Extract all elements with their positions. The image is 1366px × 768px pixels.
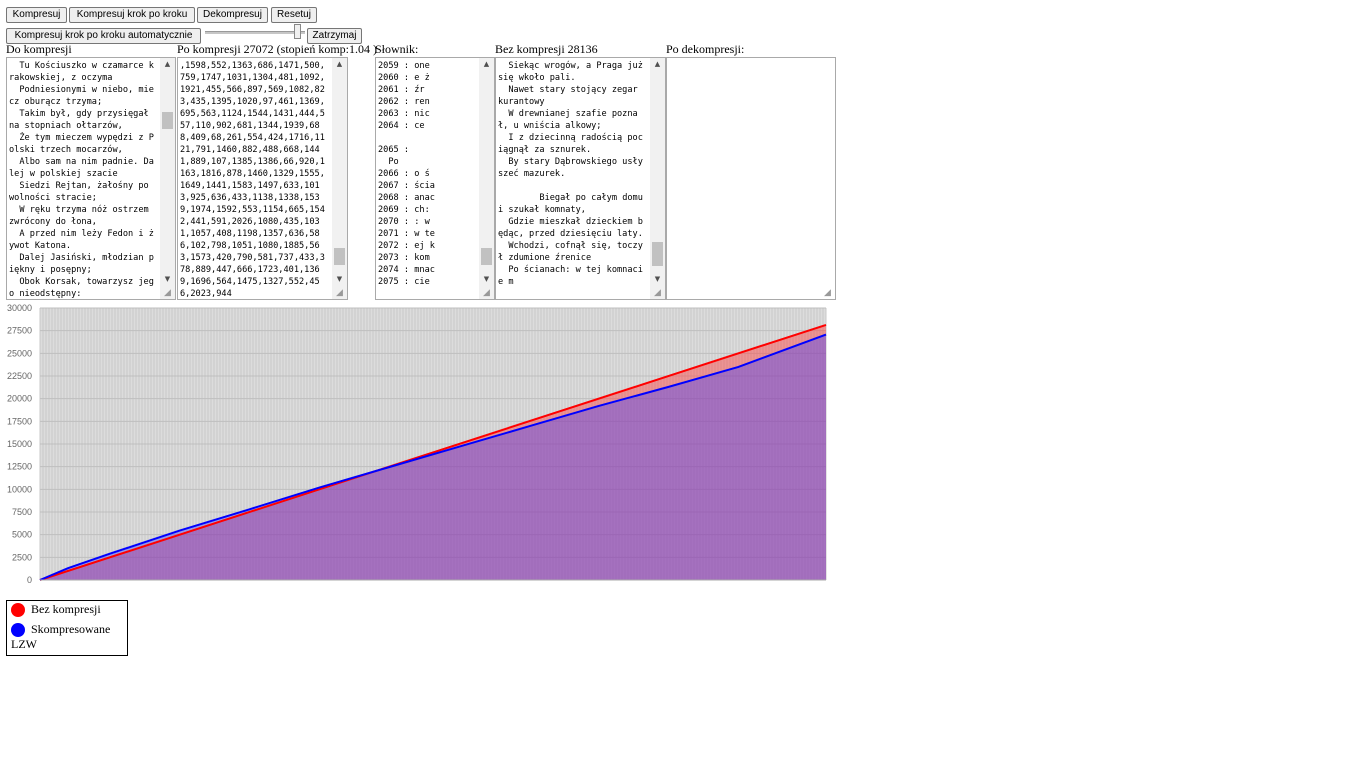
uncompressed-label: Bez kompresji 28136 [495, 42, 598, 56]
scroll-down-icon[interactable]: ▼ [654, 275, 661, 283]
resize-grip-icon[interactable]: ◢ [164, 288, 171, 298]
slider-thumb[interactable] [294, 24, 301, 39]
y-tick-label: 20000 [7, 394, 32, 404]
compressed-scrollbar[interactable]: ▲ ▼ [332, 58, 347, 299]
resize-grip-icon[interactable]: ◢ [483, 288, 490, 298]
y-tick-label: 27500 [7, 326, 32, 336]
scroll-up-icon[interactable]: ▲ [654, 60, 661, 68]
scroll-down-icon[interactable]: ▼ [483, 275, 490, 283]
resize-grip-icon[interactable]: ◢ [824, 288, 831, 298]
compressed-textarea[interactable]: ,1598,552,1363,686,1471,500,759,1747,103… [177, 57, 348, 300]
decompress-button[interactable]: Dekompresuj [197, 7, 268, 23]
input-textarea[interactable]: Tu Kościuszko w czamarce krakowskiej, z … [6, 57, 176, 300]
dictionary-textarea[interactable]: 2059 : one 2060 : e ż 2061 : źr 2062 : r… [375, 57, 495, 300]
y-tick-label: 0 [27, 575, 32, 585]
compress-auto-button[interactable]: Kompresuj krok po kroku automatycznie [6, 28, 201, 44]
uncompressed-scrollbar[interactable]: ▲ ▼ [650, 58, 665, 299]
compress-button[interactable]: Kompresuj [6, 7, 67, 23]
uncompressed-textarea[interactable]: Siekąc wrogów, a Praga już się wkoło pal… [495, 57, 666, 300]
y-tick-label: 12500 [7, 462, 32, 472]
chart-legend: Bez kompresji Skompresowane LZW [6, 600, 128, 656]
slider-track [205, 31, 305, 34]
legend-item: Bez kompresji [11, 602, 101, 618]
compressed-text: ,1598,552,1363,686,1471,500,759,1747,103… [180, 61, 325, 299]
dictionary-label: Słownik: [375, 42, 419, 56]
y-tick-label: 25000 [7, 348, 32, 358]
resize-grip-icon[interactable]: ◢ [336, 288, 343, 298]
decompressed-textarea[interactable]: ◢ [666, 57, 836, 300]
decompressed-label: Po dekompresji: [666, 42, 745, 56]
input-scrollbar[interactable]: ▲ ▼ [160, 58, 175, 299]
scroll-up-icon[interactable]: ▲ [336, 60, 343, 68]
y-tick-label: 10000 [7, 484, 32, 494]
scroll-thumb[interactable] [652, 242, 663, 266]
compression-chart: 0 2500 5000 7500 10000 12500 15000 17500 20000 22… [7, 303, 827, 585]
legend-swatch-red [11, 603, 25, 618]
scroll-thumb[interactable] [334, 248, 345, 265]
reset-button[interactable]: Resetuj [271, 7, 317, 23]
scroll-thumb[interactable] [481, 248, 492, 265]
compress-step-button[interactable]: Kompresuj krok po kroku [69, 7, 195, 23]
y-tick-label: 2500 [12, 552, 32, 562]
y-axis-ticks: 0 2500 5000 7500 10000 12500 15000 17500 20000 22… [7, 303, 32, 585]
scroll-down-icon[interactable]: ▼ [336, 275, 343, 283]
scroll-up-icon[interactable]: ▲ [483, 60, 490, 68]
y-tick-label: 17500 [7, 416, 32, 426]
scroll-down-icon[interactable]: ▼ [164, 275, 171, 283]
y-tick-label: 15000 [7, 439, 32, 449]
legend-item: Skompresowane LZW [11, 622, 121, 651]
stop-button[interactable]: Zatrzymaj [307, 28, 362, 44]
legend-swatch-blue [11, 623, 25, 638]
dictionary-text: 2059 : one 2060 : e ż 2061 : źr 2062 : r… [378, 61, 435, 287]
y-tick-label: 22500 [7, 371, 32, 381]
speed-slider[interactable] [205, 24, 305, 39]
resize-grip-icon[interactable]: ◢ [654, 288, 661, 298]
input-label: Do kompresji [6, 42, 72, 56]
y-tick-label: 5000 [12, 530, 32, 540]
input-text: Tu Kościuszko w czamarce krakowskiej, z … [9, 61, 154, 299]
compressed-label: Po kompresji 27072 (stopień komp:1.04 ) [177, 42, 377, 56]
series-area-compressed [40, 334, 826, 580]
scroll-up-icon[interactable]: ▲ [164, 60, 171, 68]
scroll-thumb[interactable] [162, 112, 173, 129]
legend-label: Bez kompresji [31, 602, 101, 616]
uncompressed-text: Siekąc wrogów, a Praga już się wkoło pal… [498, 61, 643, 287]
y-tick-label: 7500 [12, 507, 32, 517]
chart-lines [39, 323, 827, 581]
y-tick-label: 30000 [7, 303, 32, 313]
series-line-compressed [39, 333, 827, 581]
legend-label: Skompresowane LZW [11, 622, 111, 652]
dictionary-scrollbar[interactable]: ▲ ▼ [479, 58, 494, 299]
series-line-uncompressed [39, 323, 827, 581]
decompressed-text [667, 58, 835, 60]
